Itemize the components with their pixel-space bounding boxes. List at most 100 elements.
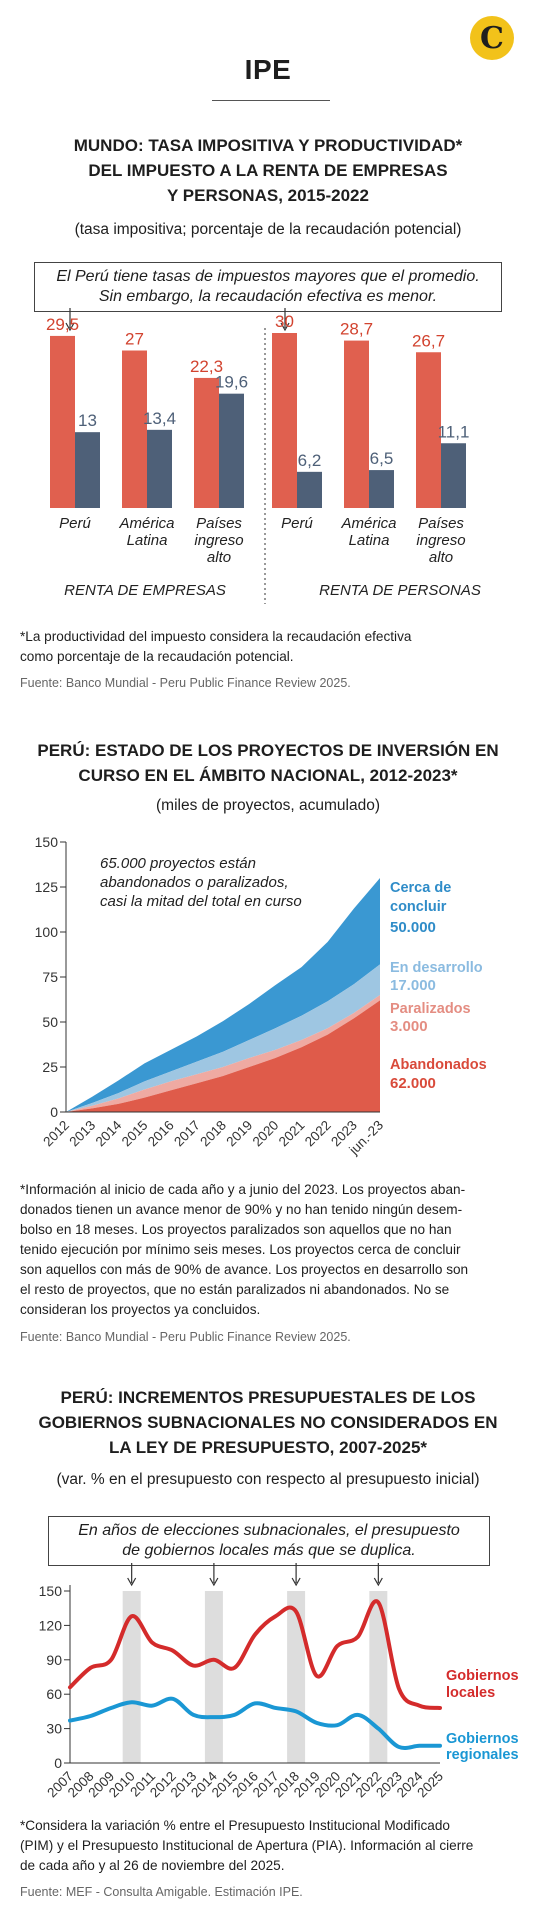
bar-tasa — [50, 335, 75, 508]
bar-tasa — [194, 377, 219, 508]
label-en-desarrollo: En desarrollo — [390, 960, 483, 976]
category-label: Latina — [127, 532, 168, 549]
y-tick-label: 0 — [50, 1104, 58, 1120]
callout-arrow-icon — [291, 1577, 301, 1587]
bar-productividad — [147, 429, 172, 508]
bar-productividad — [369, 470, 394, 508]
group-label: RENTA DE EMPRESAS — [64, 582, 226, 599]
chart3-line-chart: 0306090120150200720082009201020112012201… — [39, 1563, 519, 1800]
category-label: alto — [429, 549, 453, 566]
election-year-band — [122, 1591, 141, 1763]
chart1-callout: El Perú tiene tasas de impuestos mayores… — [34, 262, 502, 312]
bar-label-productividad: 13,4 — [143, 409, 176, 428]
x-tick-label: 2019 — [223, 1118, 255, 1150]
label-paralizados: Paralizados — [390, 1001, 471, 1017]
y-tick-label: 125 — [35, 879, 59, 895]
chart3-subtitle: (var. % en el presupuesto con respecto a… — [56, 1471, 480, 1488]
chart3-title: PERÚ: INCREMENTOS PRESUPUESTALES DE LOS … — [38, 1388, 498, 1457]
bar-productividad — [75, 432, 100, 508]
x-tick-label: 2012 — [40, 1118, 72, 1150]
bar-productividad — [219, 393, 244, 508]
chart2-area-chart: 0 25 50 75 100 125 150 201220132014201520162017… — [35, 834, 487, 1158]
value-abandonados: 62.000 — [390, 1075, 436, 1092]
bar-label-productividad: 19,6 — [215, 373, 248, 392]
category-label: América — [340, 515, 396, 532]
bar-label-tasa: 30 — [275, 312, 294, 331]
callout-arrow-icon — [280, 322, 290, 332]
chart1-bar-chart: 29,513Perú2713,4AméricaLatina22,319,6Paí… — [46, 308, 481, 604]
label-cerca-de-concluir: Cerca de — [390, 880, 451, 896]
bar-tasa — [416, 352, 441, 508]
label-gobiernos-locales: Gobiernos — [446, 1668, 519, 1684]
category-label: Perú — [281, 515, 313, 532]
callout-arrow-icon — [127, 1577, 137, 1587]
category-label: ingreso — [416, 532, 465, 549]
chart2-note: *Información al inicio de cada año y a j… — [20, 1182, 469, 1317]
bar-productividad — [297, 471, 322, 508]
line-series-gobiernos-regionales — [68, 1696, 442, 1751]
value-en-desarrollo: 17.000 — [390, 977, 436, 994]
area-annotation: abandonados o paralizados, — [100, 874, 288, 891]
bar-label-productividad: 13 — [78, 411, 97, 430]
chart2-subtitle: (miles de proyectos, acumulado) — [156, 797, 380, 814]
y-tick-label: 30 — [46, 1721, 62, 1737]
x-tick-label: 2015 — [119, 1118, 151, 1150]
category-label: Latina — [349, 532, 390, 549]
bar-tasa — [122, 350, 147, 508]
y-tick-label: 150 — [39, 1583, 63, 1599]
y-tick-label: 75 — [42, 969, 58, 985]
y-tick-label: 120 — [39, 1617, 63, 1633]
callout-arrow-icon — [209, 1577, 219, 1587]
bar-tasa — [344, 340, 369, 508]
election-year-band — [369, 1591, 388, 1763]
value-cerca-de-concluir: 50.000 — [390, 919, 436, 936]
y-tick-label: 50 — [42, 1014, 58, 1030]
election-year-band — [287, 1591, 306, 1763]
bar-label-productividad: 11,1 — [438, 422, 470, 441]
area-series-cerca-de-concluir — [66, 878, 380, 1112]
x-tick-label: 2014 — [93, 1117, 125, 1149]
category-label: Países — [418, 515, 464, 532]
x-tick-label: 2020 — [250, 1118, 282, 1150]
el-comercio-logo-icon: C — [470, 16, 514, 60]
chart2-source: Fuente: Banco Mundial - Peru Public Fina… — [20, 1330, 351, 1344]
chart3-callout: En años de elecciones subnacionales, el … — [48, 1516, 490, 1566]
category-label: Perú — [59, 515, 91, 532]
brand-title: IPE — [244, 54, 292, 85]
label-gobiernos-regionales: Gobiernos — [446, 1731, 519, 1747]
brand-divider — [212, 100, 330, 101]
bar-label-tasa: 26,7 — [412, 331, 445, 350]
chart1-title: MUNDO: TASA IMPOSITIVA Y PRODUCTIVIDAD* … — [73, 136, 463, 205]
x-tick-label: 2016 — [145, 1118, 177, 1150]
y-tick-label: 25 — [42, 1059, 58, 1075]
x-tick-label: 2018 — [197, 1118, 229, 1150]
bar-label-productividad: 6,5 — [370, 449, 394, 468]
election-year-band — [204, 1591, 223, 1763]
bar-label-tasa: 22,3 — [190, 357, 223, 376]
chart1-note: *La productividad del impuesto considera… — [20, 629, 412, 664]
label-cerca-de-concluir: concluir — [390, 899, 447, 915]
chart3-note: *Considera la variación % entre el Presu… — [20, 1818, 474, 1873]
callout-arrow-icon — [65, 322, 75, 332]
label-gobiernos-regionales: regionales — [446, 1747, 519, 1763]
x-tick-label: 2021 — [276, 1118, 308, 1150]
x-tick-label: 2017 — [171, 1118, 203, 1150]
y-tick-label: 150 — [35, 834, 59, 850]
chart2-title: PERÚ: ESTADO DE LOS PROYECTOS DE INVERSI… — [37, 741, 499, 785]
chart1-subtitle: (tasa impositiva; porcentaje de la recau… — [74, 221, 462, 238]
bar-label-tasa: 29,5 — [46, 315, 79, 334]
area-annotation: casi la mitad del total en curso — [100, 893, 302, 910]
group-label: RENTA DE PERSONAS — [319, 582, 481, 599]
y-tick-label: 100 — [35, 924, 59, 940]
bar-label-tasa: 27 — [125, 330, 144, 349]
category-label: ingreso — [194, 532, 243, 549]
y-tick-label: 0 — [54, 1755, 62, 1771]
area-series-abandonados — [66, 1000, 380, 1112]
y-tick-label: 90 — [46, 1652, 62, 1668]
area-annotation: 65.000 proyectos están — [100, 855, 256, 872]
bar-productividad — [441, 443, 466, 508]
x-tick-label: 2013 — [66, 1118, 98, 1150]
chart1-source: Fuente: Banco Mundial - Peru Public Fina… — [20, 676, 351, 690]
line-series-gobiernos-locales — [68, 1599, 442, 1710]
category-label: alto — [207, 549, 231, 566]
